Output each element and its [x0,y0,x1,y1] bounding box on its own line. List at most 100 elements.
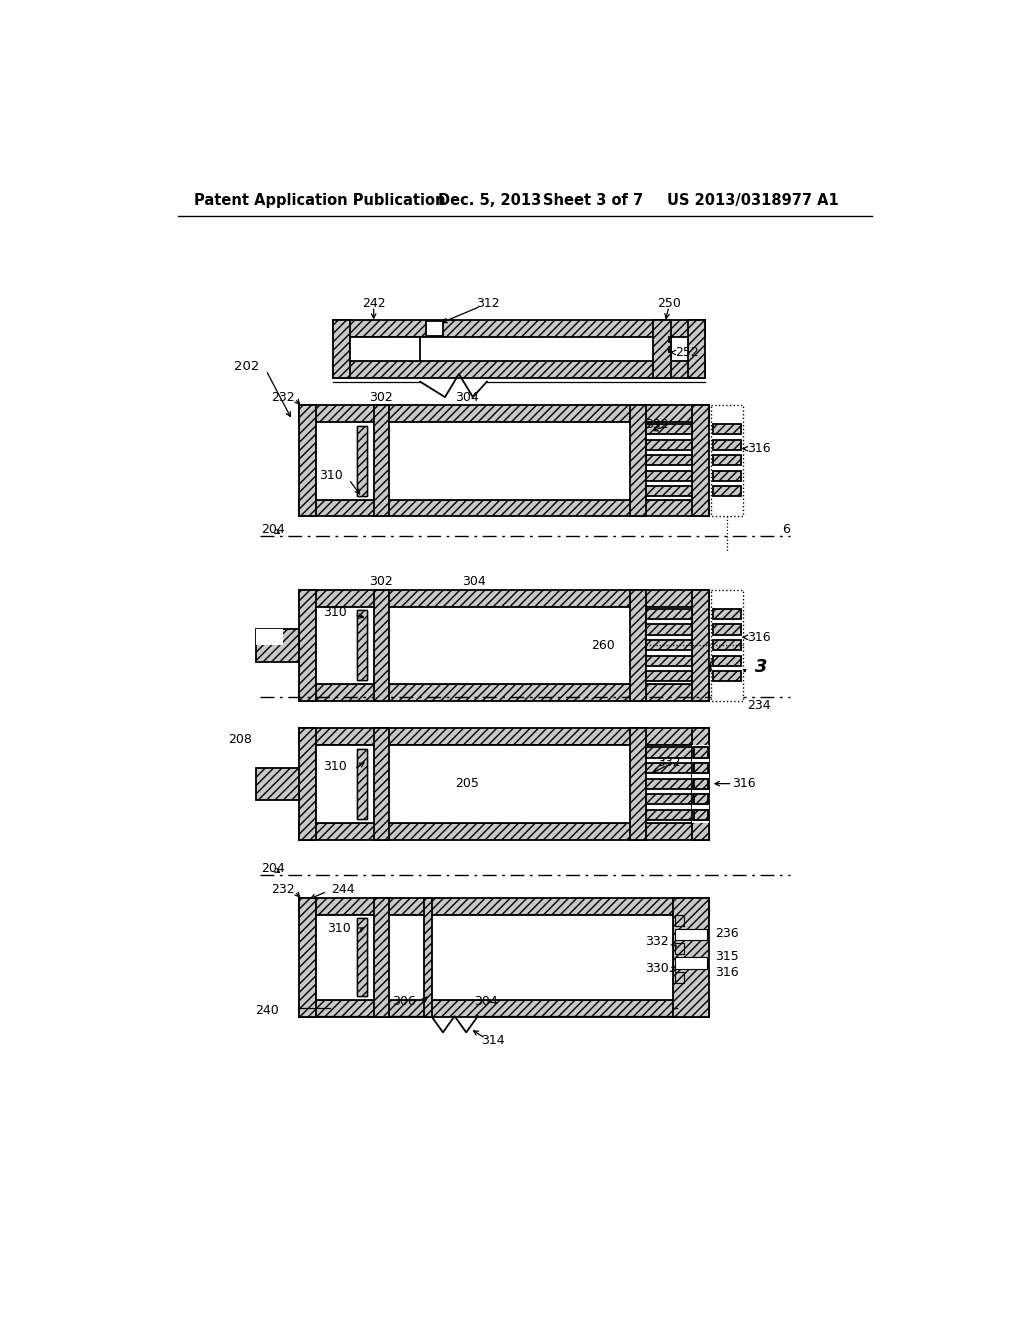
Bar [315,422,692,499]
Bar [356,425,368,496]
Text: 208: 208 [228,733,252,746]
Bar [334,321,350,378]
Bar [315,607,692,684]
Bar [646,471,692,480]
Bar [693,779,708,788]
Text: 330: 330 [645,962,669,975]
Bar [692,744,710,822]
Bar [299,1001,710,1016]
Bar [374,590,389,701]
Bar [646,779,692,788]
Bar [693,809,708,820]
Text: 316: 316 [732,777,756,791]
Bar [630,590,646,701]
Text: Patent Application Publication: Patent Application Publication [194,193,445,209]
Text: 304: 304 [474,995,498,1008]
Bar [374,729,389,840]
Text: 312: 312 [476,297,500,310]
Bar [256,768,299,800]
Bar [713,656,741,665]
Text: 234: 234 [748,698,771,711]
Bar [424,898,432,1016]
Bar [299,405,315,516]
Text: 310: 310 [323,606,346,619]
Bar [646,486,692,496]
Bar [713,671,741,681]
Bar [646,671,692,681]
Bar [374,405,389,516]
Bar [334,321,706,337]
Bar [299,729,315,840]
Text: Sheet 3 of 7: Sheet 3 of 7 [543,193,643,209]
Text: 244: 244 [331,883,354,896]
Bar [675,972,684,983]
Text: 310: 310 [323,760,346,774]
Bar [646,440,692,450]
Bar [693,795,708,804]
Bar [692,590,710,701]
Bar [299,590,315,701]
Bar [646,424,692,434]
Text: 204: 204 [261,523,285,536]
Text: 316: 316 [716,966,739,979]
Bar [356,919,368,997]
Bar [713,486,741,496]
Bar [630,729,646,840]
Bar [673,898,710,1016]
Bar [646,609,692,619]
Text: 316: 316 [748,631,771,644]
Bar [693,763,708,774]
Bar [693,763,708,774]
Bar [646,795,692,804]
Text: 242: 242 [361,297,385,310]
Text: 232: 232 [271,391,295,404]
Bar [299,898,315,1016]
Bar [693,779,708,788]
Bar [653,321,671,378]
Text: 232: 232 [271,883,295,896]
Bar [713,609,741,619]
Text: 252: 252 [675,346,699,359]
Bar [646,747,692,758]
Text: 310: 310 [318,469,343,482]
Bar [646,455,692,465]
Text: 332: 332 [645,935,669,948]
Bar [299,405,710,422]
Text: 302: 302 [370,576,393,589]
Text: 240: 240 [255,1005,280,1018]
Bar [669,337,672,342]
Text: 6: 6 [782,523,790,536]
Bar [713,640,741,649]
Text: 204: 204 [261,862,285,875]
Bar [711,590,743,701]
Text: 304: 304 [463,576,486,589]
Text: 260: 260 [591,639,614,652]
Bar [356,610,368,681]
Bar [356,748,368,818]
Bar [711,405,743,516]
Bar [693,747,708,758]
Bar [426,321,443,337]
Bar [713,440,741,450]
Bar [315,744,692,822]
Bar [356,748,368,818]
Bar [713,471,741,480]
Bar [675,942,684,954]
Bar [675,915,684,925]
Text: 310: 310 [327,921,350,935]
Text: 250: 250 [657,297,681,310]
Bar [669,337,672,360]
Bar [630,405,646,516]
Text: 314: 314 [481,1034,505,1047]
Bar [646,640,692,649]
Bar [713,455,741,465]
Text: 316: 316 [748,442,771,455]
Bar [350,337,420,360]
Bar [299,729,710,744]
Bar [646,624,692,635]
Text: 304: 304 [455,391,478,404]
Text: 332: 332 [645,417,669,430]
Bar [256,630,283,645]
Bar [713,424,741,434]
Bar [675,929,707,940]
